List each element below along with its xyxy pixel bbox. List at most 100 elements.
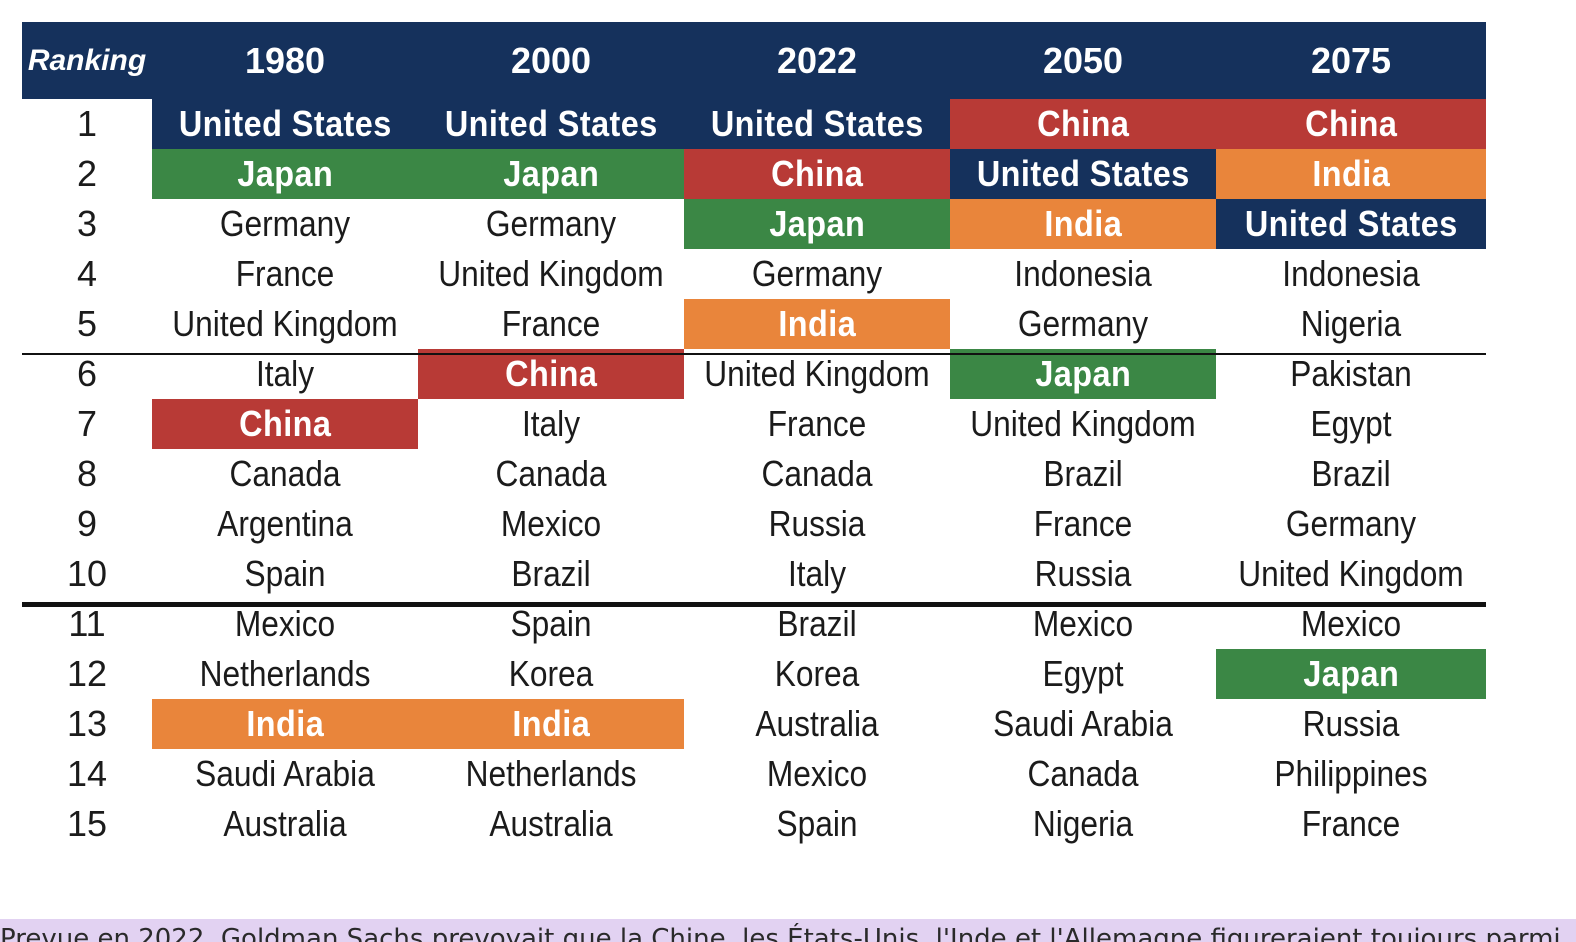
country-cell: France xyxy=(501,303,601,344)
country-cell: Italy xyxy=(255,353,315,394)
gdp-ranking-table: Ranking 1980 2000 2022 2050 2075 1 United State… xyxy=(22,22,1486,848)
country-cell: Nigeria xyxy=(1300,303,1402,344)
country-cell: France xyxy=(767,403,867,444)
caption-bar: Prevue en 2022, Goldman Sachs prevoyait … xyxy=(0,919,1576,942)
country-cell: Spain xyxy=(510,603,592,644)
country-cell: Mexico xyxy=(500,503,602,544)
country-name: United States xyxy=(976,153,1190,194)
country-name: Japan xyxy=(1035,353,1131,394)
country-cell: Germany xyxy=(485,203,617,244)
country-name: China xyxy=(1036,103,1130,144)
country-cell: Netherlands xyxy=(199,653,371,694)
rank-number: 4 xyxy=(76,253,98,294)
top5-divider xyxy=(22,353,1486,355)
country-cell: Russia xyxy=(768,503,866,544)
country-cell: Mexico xyxy=(766,753,868,794)
country-cell: Japan xyxy=(950,349,1216,399)
rank-number: 8 xyxy=(76,453,98,494)
country-cell: China xyxy=(1216,99,1486,149)
country-cell: China xyxy=(152,399,418,449)
header-year: 1980 xyxy=(152,22,418,99)
country-cell: Germany xyxy=(1285,503,1417,544)
country-cell: Korea xyxy=(774,653,860,694)
rank-number: 2 xyxy=(76,153,98,194)
country-cell: United States xyxy=(950,149,1216,199)
country-name: Japan xyxy=(1303,653,1399,694)
country-cell: Argentina xyxy=(217,503,353,544)
country-name: United States xyxy=(710,103,924,144)
rank-number: 10 xyxy=(66,553,108,594)
country-cell: United Kingdom xyxy=(704,353,930,394)
country-cell: United States xyxy=(684,99,950,149)
country-cell: United States xyxy=(1216,199,1486,249)
rank-number: 7 xyxy=(76,403,98,444)
rank-number: 9 xyxy=(76,503,98,544)
country-cell: India xyxy=(950,199,1216,249)
country-cell: Brazil xyxy=(777,603,857,644)
country-cell: Egypt xyxy=(1310,403,1392,444)
country-cell: Philippines xyxy=(1274,753,1428,794)
country-name: China xyxy=(1304,103,1398,144)
country-cell: Nigeria xyxy=(1032,803,1134,844)
country-cell: Australia xyxy=(223,803,347,844)
rank-number: 11 xyxy=(68,603,106,644)
country-cell: Spain xyxy=(776,803,858,844)
rank-number: 5 xyxy=(76,303,98,344)
country-cell: India xyxy=(152,699,418,749)
country-cell: United Kingdom xyxy=(1238,553,1464,594)
country-cell: United Kingdom xyxy=(970,403,1196,444)
country-cell: Brazil xyxy=(1311,453,1391,494)
country-cell: Germany xyxy=(751,253,883,294)
country-name: Japan xyxy=(503,153,599,194)
country-cell: China xyxy=(684,149,950,199)
country-cell: Egypt xyxy=(1042,653,1124,694)
country-cell: Indonesia xyxy=(1282,253,1420,294)
country-cell: Japan xyxy=(418,149,684,199)
country-cell: Canada xyxy=(495,453,607,494)
top10-divider xyxy=(22,602,1486,607)
header-year: 2075 xyxy=(1216,22,1486,99)
country-cell: France xyxy=(1301,803,1401,844)
header-year: 2022 xyxy=(684,22,950,99)
country-cell: Germany xyxy=(219,203,351,244)
country-cell: Germany xyxy=(1017,303,1149,344)
country-cell: United Kingdom xyxy=(438,253,664,294)
country-cell: Russia xyxy=(1034,553,1132,594)
country-name: United States xyxy=(444,103,658,144)
header-year: 2000 xyxy=(418,22,684,99)
country-cell: India xyxy=(418,699,684,749)
country-cell: Canada xyxy=(229,453,341,494)
country-cell: Saudi Arabia xyxy=(993,703,1173,744)
country-cell: United States xyxy=(152,99,418,149)
country-cell: Mexico xyxy=(1032,603,1134,644)
country-cell: Italy xyxy=(787,553,847,594)
country-cell: Canada xyxy=(761,453,873,494)
header-ranking: Ranking xyxy=(22,22,152,99)
rank-number: 1 xyxy=(76,103,98,144)
country-name: China xyxy=(238,403,332,444)
country-cell: Russia xyxy=(1302,703,1400,744)
country-name: Japan xyxy=(237,153,333,194)
country-cell: India xyxy=(1216,149,1486,199)
country-cell: United States xyxy=(418,99,684,149)
country-cell: Italy xyxy=(521,403,581,444)
country-cell: China xyxy=(418,349,684,399)
rank-number: 12 xyxy=(66,653,108,694)
rank-number: 3 xyxy=(76,203,98,244)
rank-number: 6 xyxy=(76,353,98,394)
country-name: India xyxy=(246,703,324,744)
country-cell: Indonesia xyxy=(1014,253,1152,294)
country-cell: Saudi Arabia xyxy=(195,753,375,794)
country-cell: Mexico xyxy=(1300,603,1402,644)
country-cell: Canada xyxy=(1027,753,1139,794)
country-cell: France xyxy=(235,253,335,294)
country-name: Japan xyxy=(769,203,865,244)
country-cell: Australia xyxy=(755,703,879,744)
country-cell: United Kingdom xyxy=(172,303,398,344)
country-cell: Japan xyxy=(152,149,418,199)
rank-number: 15 xyxy=(66,803,108,844)
country-cell: China xyxy=(950,99,1216,149)
country-name: India xyxy=(512,703,590,744)
header-year: 2050 xyxy=(950,22,1216,99)
country-name: United States xyxy=(1244,203,1458,244)
